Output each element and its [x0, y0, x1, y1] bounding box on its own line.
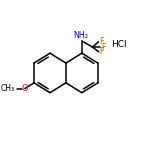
Text: F: F — [99, 37, 104, 46]
Text: O: O — [21, 84, 28, 93]
Text: NH₂: NH₂ — [73, 31, 88, 40]
Text: CH₃: CH₃ — [1, 84, 15, 93]
Text: HCl: HCl — [111, 40, 127, 49]
Text: F: F — [100, 47, 104, 56]
Text: F: F — [101, 43, 105, 52]
